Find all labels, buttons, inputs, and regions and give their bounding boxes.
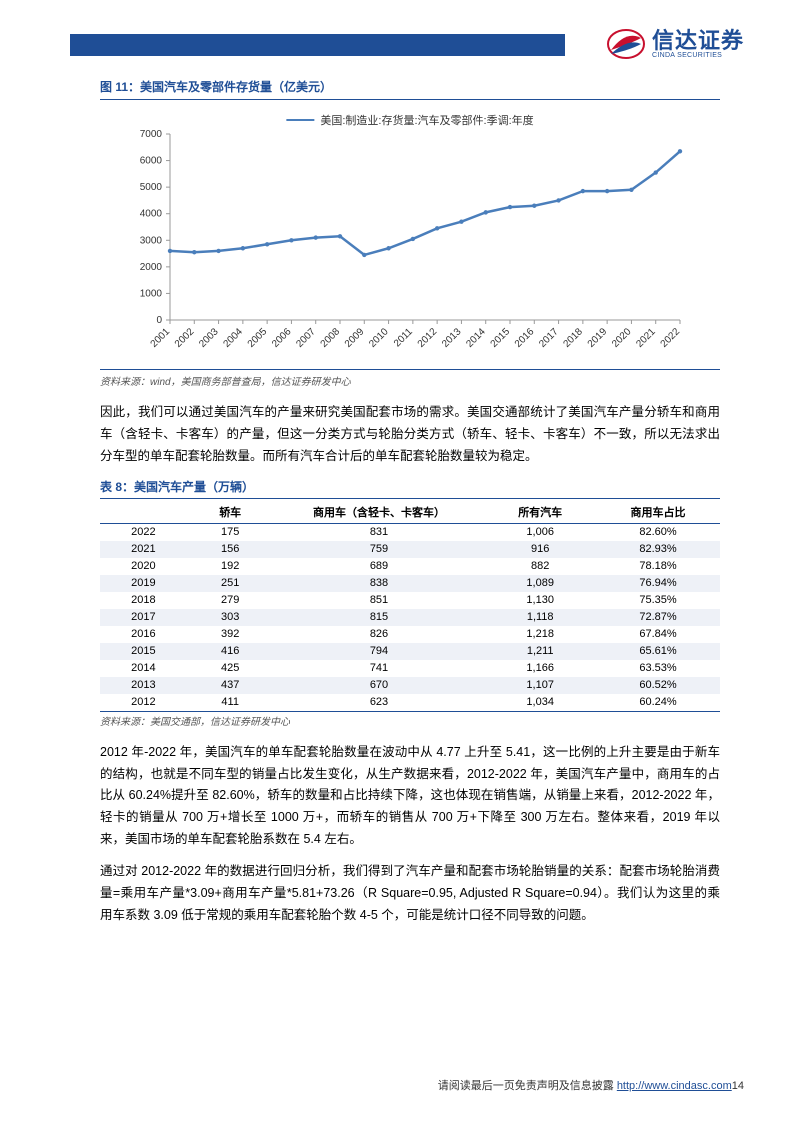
table-title: 表 8：美国汽车产量（万辆） [100,478,720,499]
svg-text:2015: 2015 [489,326,513,350]
svg-text:2008: 2008 [319,326,343,350]
line-chart: 0100020003000400050006000700020012002200… [120,110,700,365]
header-bar [70,34,565,56]
table-source: 资料来源：美国交通部，信达证券研发中心 [100,712,720,728]
svg-text:2002: 2002 [173,326,197,350]
table-header: 轿车 [187,501,274,524]
svg-text:2013: 2013 [440,326,464,350]
svg-text:2011: 2011 [392,326,415,349]
svg-text:2014: 2014 [464,326,488,350]
table-row: 20192518381,08976.94% [100,575,720,592]
table-row: 20134376701,10760.52% [100,677,720,694]
legend-line-icon [286,119,314,121]
table-header: 所有汽车 [484,501,596,524]
svg-text:2017: 2017 [537,326,561,350]
footer-disclaimer: 请阅读最后一页免责声明及信息披露 [438,1080,614,1092]
table-header [100,501,187,524]
chart-legend: 美国:制造业:存货量:汽车及零部件:季调:年度 [286,112,533,128]
legend-text: 美国:制造业:存货量:汽车及零部件:季调:年度 [320,112,533,128]
svg-text:5000: 5000 [140,182,163,193]
svg-text:1000: 1000 [140,288,163,299]
svg-text:2020: 2020 [610,326,634,350]
svg-text:2019: 2019 [586,326,610,350]
table-row: 20163928261,21867.84% [100,626,720,643]
svg-text:2022: 2022 [659,326,683,350]
paragraph-2: 2012 年-2022 年，美国汽车的单车配套轮胎数量在波动中从 4.77 上升… [100,742,720,851]
svg-text:2004: 2004 [221,326,245,350]
svg-text:3000: 3000 [140,235,163,246]
table-header: 商用车占比 [596,501,720,524]
table-row: 20124116231,03460.24% [100,694,720,712]
logo-icon [606,26,646,62]
table-row: 202115675991682.93% [100,541,720,558]
table-row: 20144257411,16663.53% [100,660,720,677]
svg-text:2016: 2016 [513,326,537,350]
svg-text:7000: 7000 [140,129,163,140]
svg-text:2000: 2000 [140,262,163,273]
table-row: 202019268988278.18% [100,558,720,575]
figure-source: 资料来源：wind，美国商务部普查局，信达证券研发中心 [100,369,720,388]
svg-text:2021: 2021 [634,326,658,350]
svg-text:4000: 4000 [140,209,163,220]
figure-title: 图 11：美国汽车及零部件存货量（亿美元） [100,78,720,100]
table-header: 商用车（含轻卡、卡客车） [274,501,485,524]
page-number: 14 [732,1080,744,1092]
svg-text:2003: 2003 [197,326,221,350]
svg-text:2007: 2007 [294,326,318,350]
svg-text:2001: 2001 [149,326,173,350]
logo-text: 信达证券 [652,30,744,52]
svg-text:6000: 6000 [140,156,163,167]
table-row: 20221758311,00682.60% [100,523,720,541]
table-row: 20182798511,13075.35% [100,592,720,609]
logo-subtext: CINDA SECURITIES [652,52,744,59]
main-content: 图 11：美国汽车及零部件存货量（亿美元） 美国:制造业:存货量:汽车及零部件:… [100,78,720,937]
page-footer: 请阅读最后一页免责声明及信息披露 http://www.cindasc.com1… [438,1077,744,1093]
company-logo: 信达证券 CINDA SECURITIES [606,26,744,62]
svg-text:2010: 2010 [367,326,391,350]
table-row: 20173038151,11872.87% [100,609,720,626]
svg-text:2018: 2018 [561,326,585,350]
footer-link[interactable]: http://www.cindasc.com [617,1080,732,1092]
paragraph-3: 通过对 2012-2022 年的数据进行回归分析，我们得到了汽车产量和配套市场轮… [100,861,720,927]
table-row: 20154167941,21165.61% [100,643,720,660]
paragraph-1: 因此，我们可以通过美国汽车的产量来研究美国配套市场的需求。美国交通部统计了美国汽… [100,402,720,468]
svg-text:2006: 2006 [270,326,294,350]
production-table: 轿车商用车（含轻卡、卡客车）所有汽车商用车占比20221758311,00682… [100,501,720,712]
chart-container: 美国:制造业:存货量:汽车及零部件:季调:年度 0 1000 2000 3000 400… [120,110,700,365]
svg-text:0: 0 [156,315,162,326]
svg-text:2005: 2005 [246,326,270,350]
svg-text:2012: 2012 [416,326,440,350]
svg-text:2009: 2009 [343,326,367,350]
